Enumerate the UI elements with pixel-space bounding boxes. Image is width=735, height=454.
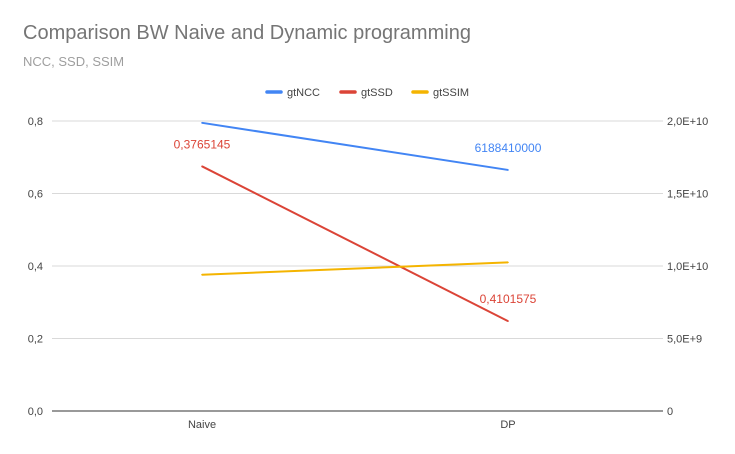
right-tick-label: 1,0E+10 [667, 261, 708, 273]
left-tick-label: 0,0 [28, 406, 43, 418]
data-point-gtSSD [507, 320, 509, 322]
chart-subtitle: NCC, SSD, SSIM [23, 54, 125, 69]
left-tick-label: 0,4 [28, 261, 43, 273]
legend-label: gtNCC [287, 87, 320, 99]
x-tick-label: DP [500, 419, 515, 431]
right-tick-label: 2,0E+10 [667, 116, 708, 128]
data-point-gtNCC [507, 169, 509, 171]
x-tick-label: Naive [188, 419, 216, 431]
right-tick-label: 1,5E+10 [667, 189, 708, 201]
data-point-gtSSD [201, 165, 203, 168]
series-line-gtSSD [201, 165, 509, 322]
data-label: 0,4101575 [480, 292, 537, 306]
chart-title: Comparison BW Naive and Dynamic programm… [23, 22, 471, 44]
series-line-gtSSIM [201, 261, 509, 276]
legend-label: gtSSIM [433, 87, 469, 99]
data-label: 6188410000 [475, 141, 542, 155]
right-tick-label: 5,0E+9 [667, 334, 702, 346]
left-tick-label: 0,6 [28, 189, 43, 201]
series-line-gtNCC [201, 121, 509, 171]
legend-label: gtSSD [361, 87, 393, 99]
right-tick-label: 0 [667, 406, 673, 418]
data-point-gtSSIM [201, 273, 203, 276]
left-tick-label: 0,2 [28, 334, 43, 346]
left-tick-label: 0,8 [28, 116, 43, 128]
data-point-gtSSIM [507, 261, 509, 264]
data-point-gtNCC [201, 122, 203, 124]
data-label: 0,3765145 [174, 137, 231, 151]
